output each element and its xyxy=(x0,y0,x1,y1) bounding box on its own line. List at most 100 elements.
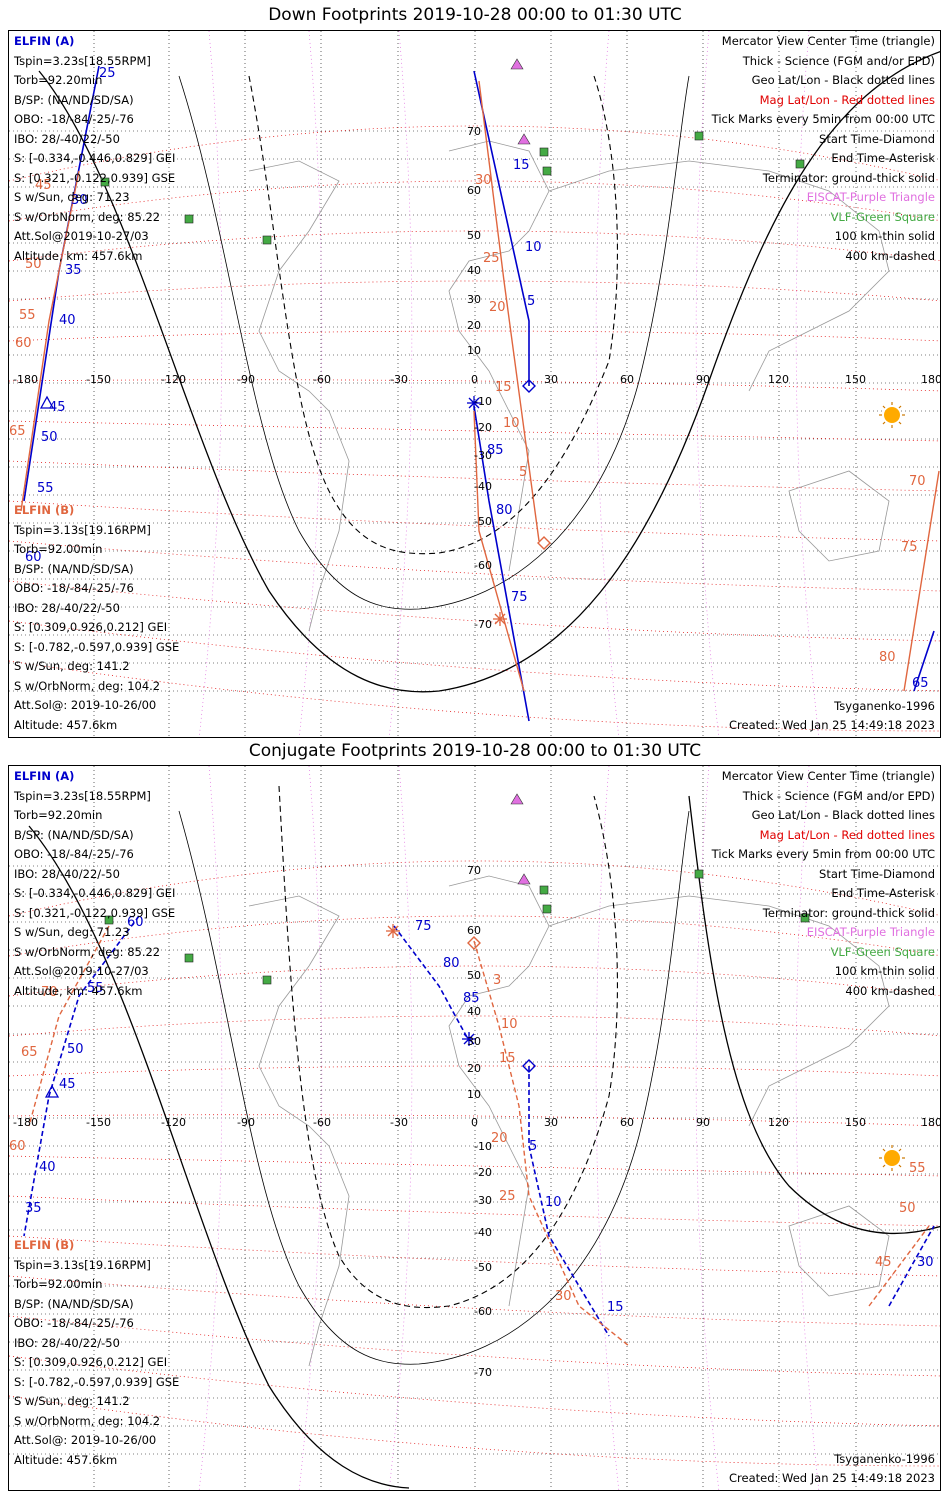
info-line: B/SP: (NA/ND/SD/SA) xyxy=(14,1296,134,1311)
legend-item: Terminator: ground-thick solid xyxy=(762,170,935,185)
elfin-a-name: ELFIN (A) xyxy=(14,34,75,48)
time-label: 65 xyxy=(21,1045,38,1060)
time-label: 30 xyxy=(555,1289,572,1304)
time-label: 5 xyxy=(519,465,527,480)
time-label: 45 xyxy=(49,400,66,415)
time-label: 50 xyxy=(67,1042,84,1057)
end-asterisk-icon xyxy=(493,612,507,626)
time-label: 65 xyxy=(9,424,26,439)
elfin-b-time-labels: 70 65 60 3 10 15 20 25 30 55 50 45 xyxy=(9,973,926,1304)
info-line: Tspin=3.13s[19.16RPM] xyxy=(14,1257,151,1272)
time-label: 60 xyxy=(9,1139,26,1154)
info-line: OBO: -18/-84/-25/-76 xyxy=(14,581,134,595)
lat-tick: -50 xyxy=(474,1261,492,1274)
footer-right: Tsyganenko-1996 Created: Wed Jan 25 14:4… xyxy=(729,697,935,735)
lon-ticks: -180 -150 -120 -90 -60 -30 0 30 60 90 12… xyxy=(13,373,941,386)
time-label: 45 xyxy=(59,1077,76,1092)
info-line: S w/Sun, deg: 141.2 xyxy=(14,1394,130,1408)
legend-item: VLF-Green Square xyxy=(830,209,935,224)
time-label: 35 xyxy=(65,263,82,278)
vlf-square-icon xyxy=(100,131,805,245)
lon-tick: -90 xyxy=(237,373,255,386)
time-label: 15 xyxy=(495,380,512,395)
time-label: 30 xyxy=(475,173,492,188)
time-label: 50 xyxy=(899,1201,916,1216)
time-label: 35 xyxy=(25,1201,42,1216)
time-label: 80 xyxy=(496,503,513,518)
time-label: 70 xyxy=(909,474,926,489)
elfin-a-time-labels: 60 55 50 45 40 35 75 80 85 5 10 15 30 xyxy=(25,915,934,1315)
time-label: 20 xyxy=(491,1131,508,1146)
info-line: Torb=92.20min xyxy=(14,73,103,87)
lat-tick: -50 xyxy=(474,515,492,528)
start-diamond-icon xyxy=(522,1059,536,1073)
elfin-a-info: ELFIN (A) Tspin=3.23s[18.55RPM] Torb=92.… xyxy=(14,767,175,1001)
lon-tick: 180 xyxy=(921,373,941,386)
lat-tick: -40 xyxy=(474,1226,492,1239)
info-line: B/SP: (NA/ND/SD/SA) xyxy=(14,92,134,107)
lon-tick: -60 xyxy=(313,1116,331,1129)
time-label: 80 xyxy=(879,650,896,665)
model-label: Tsyganenko-1996 xyxy=(834,699,935,713)
legend-item: 100 km-thin solid xyxy=(834,229,935,243)
center-time-triangle-icon xyxy=(39,395,55,409)
legend-item: Tick Marks every 5min from 00:00 UTC xyxy=(711,847,935,861)
lat-tick: 10 xyxy=(467,344,481,357)
info-line: OBO: -18/-84/-25/-76 xyxy=(14,1316,134,1330)
info-line: S: [-0.334,-0.446,0.829] GEI xyxy=(14,151,176,165)
time-label: 5 xyxy=(527,294,535,309)
terminator-400km xyxy=(278,785,618,1309)
info-line: S w/Sun, deg: 71.23 xyxy=(14,925,130,939)
lat-ticks: 70 60 50 40 30 20 10 -10 -20 -30 -40 -50… xyxy=(467,125,492,631)
lon-tick: 0 xyxy=(471,1116,478,1129)
time-label: 40 xyxy=(39,1160,56,1175)
lon-tick: -150 xyxy=(86,373,111,386)
time-label: 25 xyxy=(499,1189,516,1204)
lat-tick: 20 xyxy=(467,319,481,332)
legend-item: EISCAT-Purple Triangle xyxy=(806,190,935,204)
info-line: S: [-0.782,-0.597,0.939] GSE xyxy=(14,639,180,654)
lat-tick: -10 xyxy=(474,1140,492,1153)
time-label: 20 xyxy=(489,300,506,315)
time-label: 85 xyxy=(463,991,480,1006)
terminator-ground xyxy=(28,795,940,1489)
time-label: 30 xyxy=(917,1255,934,1270)
legend-item: Mercator View Center Time (triangle) xyxy=(721,34,935,48)
info-line: Tspin=3.23s[18.55RPM] xyxy=(14,53,151,68)
elfin-b-info: ELFIN (B) Tspin=3.13s[19.16RPM] Torb=92.… xyxy=(14,1236,179,1470)
lat-tick: 30 xyxy=(467,1035,481,1048)
legend-item: EISCAT-Purple Triangle xyxy=(806,925,935,939)
lat-tick: -70 xyxy=(474,1366,492,1379)
legend-item: Geo Lat/Lon - Black dotted lines xyxy=(751,808,935,822)
time-label: 15 xyxy=(499,1051,516,1066)
elfin-b-track xyxy=(20,80,940,692)
time-label: 10 xyxy=(501,1017,518,1032)
lon-tick: 90 xyxy=(696,373,710,386)
info-line: S w/OrbNorm, deg: 85.22 xyxy=(14,209,161,224)
legend-item: Mag Lat/Lon - Red dotted lines xyxy=(759,92,935,107)
info-line: S w/Sun, deg: 141.2 xyxy=(14,659,130,673)
lat-tick: -60 xyxy=(474,1305,492,1318)
elfin-b-info: ELFIN (B) Tspin=3.13s[19.16RPM] Torb=92.… xyxy=(14,501,179,735)
legend-item: 100 km-thin solid xyxy=(834,964,935,978)
info-line: S: [-0.334,-0.446,0.829] GEI xyxy=(14,886,176,900)
lat-tick: -70 xyxy=(474,618,492,631)
legend-item: Mag Lat/Lon - Red dotted lines xyxy=(759,827,935,842)
info-line: IBO: 28/-40/22/-50 xyxy=(14,131,120,146)
legend: Mercator View Center Time (triangle) Thi… xyxy=(712,32,935,266)
legend-item: Mercator View Center Time (triangle) xyxy=(721,769,935,783)
elfin-a-time-labels: 25 30 35 40 45 50 55 60 15 10 5 85 80 75… xyxy=(25,66,929,691)
info-line: S: [0.321,-0.122,0.939] GSE xyxy=(14,170,176,185)
lon-tick: 180 xyxy=(921,1116,941,1129)
info-line: S: [-0.782,-0.597,0.939] GSE xyxy=(14,1374,180,1389)
lon-tick: -150 xyxy=(86,1116,111,1129)
info-line: Torb=92.00min xyxy=(14,1277,103,1291)
info-line: S w/OrbNorm, deg: 85.22 xyxy=(14,944,161,959)
lat-tick: 40 xyxy=(467,1005,481,1018)
start-diamond-icon xyxy=(522,379,536,393)
terminator-400km xyxy=(248,75,618,555)
lon-tick: 60 xyxy=(620,1116,634,1129)
time-label: 45 xyxy=(35,178,52,193)
model-label: Tsyganenko-1996 xyxy=(834,1452,935,1466)
footer-right: Tsyganenko-1996 Created: Wed Jan 25 14:4… xyxy=(729,1450,935,1488)
